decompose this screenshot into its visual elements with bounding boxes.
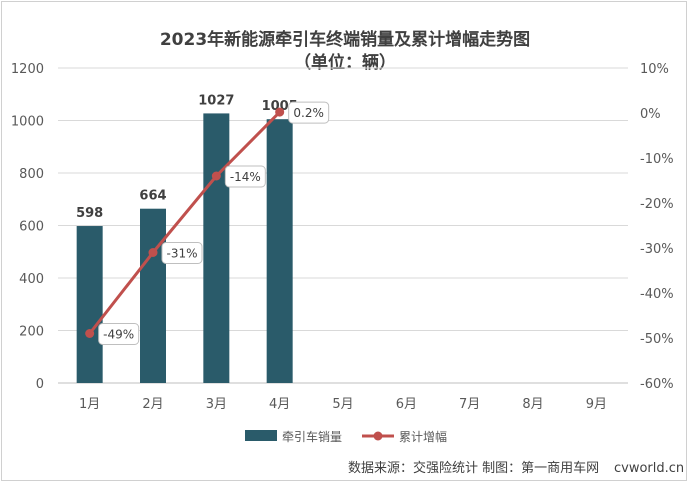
- watermark: cvworld.cn: [614, 461, 684, 476]
- legend-swatch-marker: [373, 431, 383, 441]
- x-axis-ticks: 1月 2月 3月 4月 5月 6月 7月 8月 9月: [79, 397, 607, 412]
- y-left-tick-label: 1200: [11, 62, 44, 77]
- chart-subtitle: （单位：辆）: [294, 52, 396, 73]
- bar: [140, 208, 166, 383]
- y-right-tick-label: 10%: [640, 62, 669, 77]
- y-left-tick-label: 200: [19, 325, 44, 340]
- legend-label-bar: 牵引车销量: [282, 429, 342, 444]
- line-label-box: [161, 242, 203, 264]
- chart-title: 2023年新能源牵引车终端销量及累计增幅走势图: [160, 29, 530, 50]
- bar: [266, 119, 293, 383]
- right-axis-ticks: -60% -50% -40% -30% -20% -10% 0% 10%: [640, 62, 674, 392]
- x-tick-label: 1月: [79, 397, 100, 412]
- line-point: [148, 248, 158, 257]
- line-label-box: [288, 101, 330, 124]
- line-path: [88, 111, 281, 335]
- y-right-tick-label: 0%: [640, 107, 661, 122]
- line-data-label: -31%: [166, 247, 197, 261]
- y-right-tick-label: -40%: [640, 287, 674, 302]
- line-data-label: 0.2%: [293, 106, 324, 120]
- x-tick-label: 9月: [586, 397, 607, 412]
- y-left-tick-label: 800: [19, 167, 44, 182]
- y-right-tick-label: -30%: [640, 242, 674, 257]
- legend-swatch-bar: [245, 430, 277, 441]
- x-tick-label: 2月: [142, 397, 163, 412]
- y-right-tick-label: -10%: [640, 152, 674, 167]
- x-tick-label: 3月: [206, 397, 227, 412]
- line-point: [85, 329, 95, 338]
- line-point: [275, 107, 285, 117]
- x-tick-label: 5月: [332, 397, 353, 412]
- legend-label-line: 累计增幅: [399, 429, 447, 444]
- y-left-tick-label: 1000: [11, 115, 44, 130]
- line-point: [211, 171, 221, 181]
- x-tick-label: 4月: [269, 397, 290, 412]
- y-left-tick-label: 0: [36, 377, 44, 392]
- y-left-tick-label: 600: [19, 220, 44, 235]
- line-data-label: -14%: [230, 170, 261, 184]
- x-tick-label: 7月: [459, 397, 480, 412]
- legend: 牵引车销量 累计增幅: [245, 429, 447, 444]
- left-axis-ticks: 0 200 400 600 800 1000 1200: [11, 62, 44, 392]
- y-right-tick-label: -60%: [640, 377, 674, 392]
- line-data-label: -49%: [103, 328, 134, 342]
- source-text: 数据来源：交强险统计 制图：第一商用车网: [348, 460, 599, 476]
- x-tick-label: 8月: [522, 397, 543, 412]
- y-right-tick-label: -20%: [640, 197, 674, 212]
- y-left-tick-label: 400: [19, 272, 44, 287]
- bar-data-label: 598: [76, 206, 103, 221]
- bar: [203, 113, 230, 383]
- y-right-tick-label: -50%: [640, 332, 674, 347]
- line-label-box: [98, 323, 140, 345]
- x-tick-label: 6月: [396, 397, 417, 412]
- bar-data-label: 664: [139, 189, 166, 204]
- line-label-box: [224, 165, 266, 188]
- line-series: -49% -31% -14% 0.2%: [85, 101, 330, 345]
- bar: [76, 226, 103, 383]
- bar-data-label: 1027: [198, 93, 234, 108]
